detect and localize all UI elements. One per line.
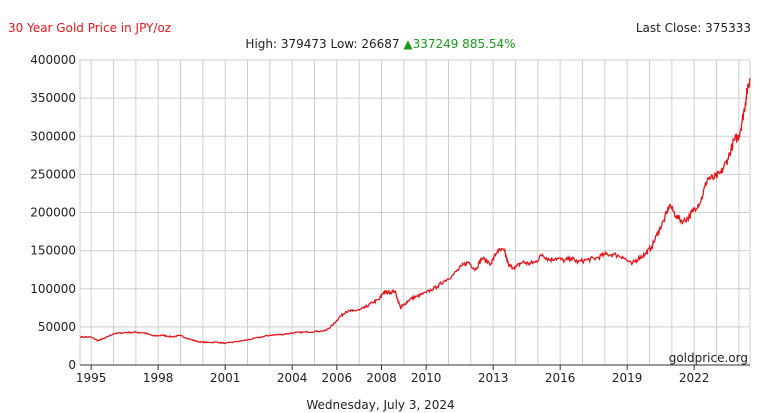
high-low-text: High: 379473 Low: 26687 <box>245 37 400 51</box>
x-tick-label: 2001 <box>210 371 241 385</box>
y-tick-label: 0 <box>68 358 76 372</box>
x-tick-label: 1995 <box>76 371 107 385</box>
x-tick-label: 2016 <box>545 371 576 385</box>
x-axis-ticks: 1995 1998 2001 2004 2006 2008 2010 2013 2016 2019… <box>76 365 710 385</box>
y-tick-label: 250000 <box>30 167 76 181</box>
x-tick-label: 2019 <box>612 371 643 385</box>
watermark-text: goldprice.org <box>669 351 748 365</box>
x-tick-label: 2022 <box>679 371 710 385</box>
chart-date: Wednesday, July 3, 2024 <box>306 398 455 412</box>
price-stats: High: 379473 Low: 26687 ▲337249 885.54% <box>0 37 761 51</box>
x-tick-label: 2010 <box>411 371 442 385</box>
y-tick-label: 400000 <box>30 53 76 67</box>
gold-price-line <box>79 77 751 345</box>
y-tick-label: 100000 <box>30 282 76 296</box>
x-tick-label: 2006 <box>322 371 353 385</box>
y-tick-label: 300000 <box>30 129 76 143</box>
y-tick-label: 350000 <box>30 91 76 105</box>
y-tick-label: 200000 <box>30 206 76 220</box>
chart-title: 30 Year Gold Price in JPY/oz <box>8 21 172 35</box>
y-axis-ticks: 0 50000 100000 150000 200000 250000 300000 3500… <box>30 53 76 372</box>
up-arrow-icon: ▲ <box>403 37 413 51</box>
x-tick-label: 1998 <box>143 371 174 385</box>
y-tick-label: 150000 <box>30 244 76 258</box>
y-tick-label: 50000 <box>38 320 76 334</box>
x-tick-label: 2004 <box>277 371 308 385</box>
change-value: 337249 885.54% <box>412 37 516 51</box>
x-tick-label: 2013 <box>478 371 509 385</box>
last-close-label: Last Close: 375333 <box>635 21 751 35</box>
grid-lines <box>79 59 751 366</box>
x-tick-label: 2008 <box>366 371 397 385</box>
